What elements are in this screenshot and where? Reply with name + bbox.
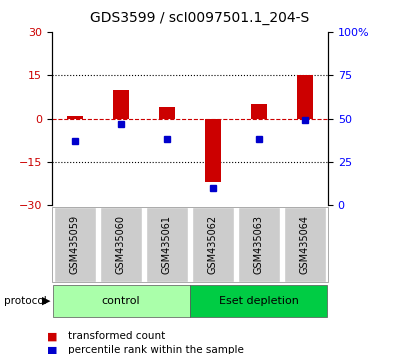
Bar <box>159 107 175 119</box>
Bar <box>297 75 313 119</box>
Text: GSM435062: GSM435062 <box>208 215 218 274</box>
Text: transformed count: transformed count <box>68 331 165 341</box>
Text: ■: ■ <box>47 331 57 341</box>
Text: control: control <box>102 296 140 306</box>
Bar <box>190 285 327 317</box>
Bar <box>251 104 267 119</box>
Bar <box>146 207 188 282</box>
Text: protocol: protocol <box>4 296 47 306</box>
Text: percentile rank within the sample: percentile rank within the sample <box>68 346 244 354</box>
Bar <box>192 207 234 282</box>
Bar <box>238 207 280 282</box>
Text: GSM435061: GSM435061 <box>162 215 172 274</box>
Text: GSM435063: GSM435063 <box>254 215 264 274</box>
Text: GSM435064: GSM435064 <box>300 215 310 274</box>
Text: ▶: ▶ <box>42 296 50 306</box>
Bar <box>205 119 221 182</box>
Text: GSM435060: GSM435060 <box>116 215 126 274</box>
Text: GSM435059: GSM435059 <box>70 215 80 274</box>
Text: Eset depletion: Eset depletion <box>219 296 299 306</box>
Bar <box>54 207 96 282</box>
Bar <box>113 90 129 119</box>
Bar <box>67 116 83 119</box>
Bar <box>284 207 326 282</box>
Text: ■: ■ <box>47 346 57 354</box>
Text: GDS3599 / scI0097501.1_204-S: GDS3599 / scI0097501.1_204-S <box>90 11 310 25</box>
Bar <box>53 285 190 317</box>
Bar <box>100 207 142 282</box>
